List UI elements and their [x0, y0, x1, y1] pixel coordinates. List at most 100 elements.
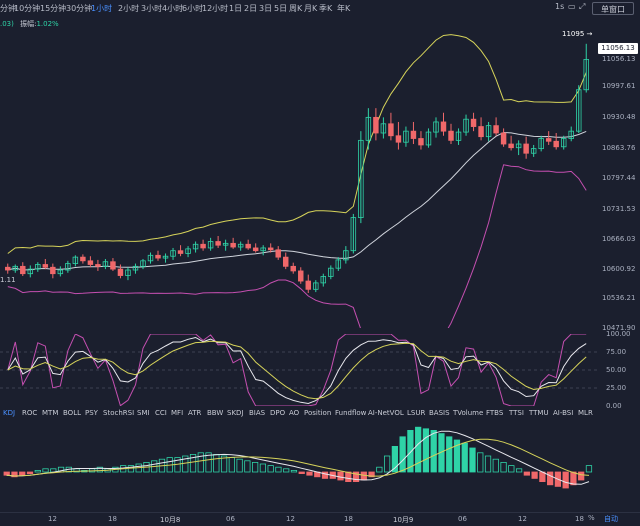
indicator-tab-roc[interactable]: ROC [22, 409, 38, 417]
flow-bar-53 [415, 426, 422, 473]
interval-13[interactable]: 5日 [274, 4, 288, 13]
interval-14[interactable]: 周K [289, 4, 303, 13]
indicator-tab-position[interactable]: Position [304, 409, 332, 417]
flow-bar-60 [469, 447, 476, 473]
amplitude-value: 1.02% [36, 20, 59, 28]
flow-bar-33 [259, 463, 267, 473]
interval-3[interactable]: 30分钟 [66, 4, 93, 13]
interval-12[interactable]: 3日 [259, 4, 273, 13]
candle-58 [440, 112, 447, 136]
flow-bar-36 [283, 468, 290, 473]
interval-1[interactable]: 10分钟 [14, 4, 41, 13]
interval-17[interactable]: 年K [337, 4, 351, 13]
candle-2 [20, 262, 26, 276]
time-tick-9: 18 [575, 515, 584, 523]
indicator-tab-skdj[interactable]: SKDJ [227, 409, 244, 417]
percent-toggle[interactable]: % [588, 514, 595, 522]
flow-histogram-chart[interactable] [0, 420, 598, 506]
interval-5[interactable]: 2小时 [118, 4, 140, 13]
kdj-oscillator-chart[interactable] [0, 334, 598, 406]
candle-73 [553, 132, 559, 150]
candle-68 [515, 140, 522, 156]
candle-6 [50, 263, 56, 279]
candle-28 [215, 235, 221, 248]
indicator-tab-bbw[interactable]: BBW [207, 409, 224, 417]
indicator-tab-ttmu[interactable]: TTMU [529, 409, 549, 417]
indicator-tab-kdj[interactable]: KDJ [3, 409, 16, 417]
candle-52 [395, 121, 402, 150]
time-tick-0: 12 [48, 515, 57, 523]
flow-bar-1 [11, 471, 18, 478]
indicator-tab-stochrsi[interactable]: StochRSI [103, 409, 135, 417]
price-tick-4: 10797.44 [602, 174, 636, 183]
indicator-tab-lsur[interactable]: LSUR [407, 409, 426, 417]
time-tick-2: 10月8 [160, 516, 181, 524]
indicator-tab-ai-netvol[interactable]: AI-NetVOL [368, 409, 404, 417]
indicator-tab-psy[interactable]: PSY [85, 409, 98, 417]
candle-13 [102, 258, 109, 270]
candle-74 [560, 135, 567, 150]
flow-bar-39 [306, 471, 313, 476]
indicator-tab-mfi[interactable]: MFI [171, 409, 184, 417]
interval-7[interactable]: 4小时 [162, 4, 184, 13]
candle-40 [305, 274, 311, 294]
interval-2[interactable]: 15分钟 [40, 4, 67, 13]
candle-33 [252, 243, 259, 253]
flow-bar-25 [197, 452, 204, 473]
indicator-tab-cci[interactable]: CCI [155, 409, 167, 417]
interval-16[interactable]: 季K [319, 4, 333, 13]
interval-6[interactable]: 3小时 [141, 4, 163, 13]
indicator-tab-smi[interactable]: SMI [137, 409, 150, 417]
flow-bar-30 [236, 458, 243, 473]
left-price-label: 1.11 [0, 276, 16, 284]
time-tick-6: 10月9 [393, 516, 414, 524]
indicator-tab-ttsi[interactable]: TTSI [509, 409, 524, 417]
flow-bar-35 [275, 466, 282, 473]
indicator-tab-basis[interactable]: BASIS [429, 409, 450, 417]
candle-49 [373, 108, 379, 141]
refresh-label[interactable]: 1s [555, 2, 565, 11]
interval-10[interactable]: 1日 [229, 4, 243, 13]
interval-11[interactable]: 2日 [244, 4, 258, 13]
interval-0[interactable]: 分钟 [0, 4, 16, 13]
interval-4[interactable]: 1小时 [91, 4, 113, 13]
indicator-tab-tvolume[interactable]: TVolume [453, 409, 484, 417]
time-tick-8: 12 [518, 515, 527, 523]
indicator-tab-bias[interactable]: BIAS [249, 409, 266, 417]
window-mode-button[interactable]: 单窗口 [592, 2, 634, 15]
candle-25 [192, 241, 199, 253]
flow-bar-28 [220, 455, 228, 473]
indicator-tab-ai-bsi[interactable]: AI-BSI [553, 409, 574, 417]
expand-icon[interactable]: ⤢ [579, 2, 586, 11]
price-tick-3: 10863.76 [602, 143, 636, 152]
indicator-tabs: KDJ ROC MTM BOLL PSY StochRSI SMI CCI MFI ATR BBW S… [0, 406, 640, 418]
interval-9[interactable]: 12小时 [202, 4, 229, 13]
candle-47 [358, 131, 364, 224]
candle-12 [95, 259, 101, 271]
osc-tick-4: 0.00 [606, 402, 622, 410]
minimize-icon[interactable]: ▭ [568, 2, 576, 11]
indicator-tab-atr[interactable]: ATR [188, 409, 202, 417]
indicator-tab-fundflow[interactable]: Fundflow [335, 409, 367, 417]
auto-scale-toggle[interactable]: 自动 [604, 515, 618, 523]
interval-15[interactable]: 月K [304, 4, 318, 13]
candle-21 [162, 253, 169, 263]
indicator-tab-ao[interactable]: AO [289, 409, 300, 417]
legend-prefix: .03) [0, 20, 14, 28]
indicator-tab-mlr[interactable]: MLR [578, 409, 593, 417]
candle-18 [140, 258, 146, 270]
indicator-tab-dpo[interactable]: DPO [270, 409, 286, 417]
indicator-tab-boll[interactable]: BOLL [63, 409, 81, 417]
candle-39 [298, 267, 304, 284]
indicator-tab-mtm[interactable]: MTM [42, 409, 59, 417]
candle-45 [343, 246, 349, 264]
candle-48 [365, 108, 372, 150]
candle-37 [283, 252, 289, 270]
candle-3 [27, 265, 34, 278]
flow-bar-12 [96, 466, 103, 473]
candlestick-chart[interactable] [0, 30, 598, 328]
flow-bar-73 [570, 471, 577, 486]
indicator-tab-ftbs[interactable]: FTBS [486, 409, 504, 417]
candle-65 [493, 117, 499, 136]
interval-8[interactable]: 6小时 [182, 4, 204, 13]
